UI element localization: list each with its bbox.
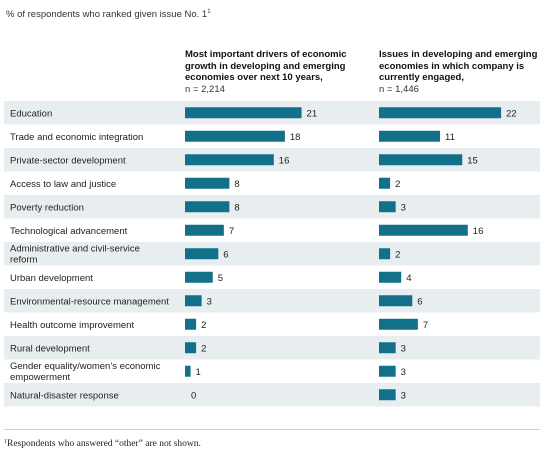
row-background — [4, 289, 540, 313]
data-label-series-1: 5 — [218, 273, 223, 284]
data-label-series-1: 2 — [201, 320, 206, 331]
bar-series-1 — [185, 154, 274, 166]
footnote-divider — [4, 429, 540, 430]
series-2-header: Issues in developing and emerging econom… — [379, 49, 545, 95]
category-label: Poverty reduction — [10, 202, 84, 213]
data-label-series-2: 16 — [473, 226, 484, 237]
series-1-title: Most important drivers of economic growt… — [185, 49, 347, 83]
data-label-series-1: 1 — [196, 367, 201, 378]
category-label: Health outcome improvement — [10, 320, 134, 331]
bar-series-2 — [379, 318, 418, 330]
category-label: Environmental-resource management — [10, 296, 169, 307]
row-background — [4, 312, 540, 336]
footnote: 1Respondents who answered “other” are no… — [4, 439, 201, 449]
data-label-series-1: 2 — [201, 343, 206, 354]
data-label-series-1: 7 — [229, 226, 234, 237]
series-1-header: Most important drivers of economic growt… — [185, 49, 355, 95]
bar-series-2 — [379, 154, 463, 166]
data-label-series-2: 2 — [395, 249, 400, 260]
bar-series-1 — [185, 248, 219, 260]
data-label-series-2: 4 — [406, 273, 411, 284]
data-label-series-1: 16 — [279, 155, 290, 166]
row-background — [4, 171, 540, 195]
data-label-series-2: 3 — [401, 390, 406, 401]
category-label: Urban development — [10, 273, 93, 284]
data-label-series-2: 3 — [401, 367, 406, 378]
bar-series-2 — [379, 177, 391, 189]
bar-series-1 — [185, 342, 197, 354]
bar-series-1 — [185, 271, 213, 283]
bar-series-2 — [379, 342, 396, 354]
bar-series-1 — [185, 201, 230, 213]
bar-series-1 — [185, 130, 285, 142]
bar-series-2 — [379, 271, 402, 283]
data-label-series-1: 18 — [290, 132, 301, 143]
row-background — [4, 265, 540, 289]
bar-series-1 — [185, 365, 191, 377]
category-label: Education — [10, 108, 52, 119]
series-2-sample-size: n = 1,446 — [379, 83, 419, 95]
row-background — [4, 242, 540, 266]
row-background — [4, 218, 540, 242]
bar-series-1 — [185, 224, 224, 236]
bar-series-1 — [185, 177, 230, 189]
data-label-series-2: 3 — [401, 202, 406, 213]
data-label-series-2: 7 — [423, 320, 428, 331]
bar-series-1 — [185, 107, 302, 119]
subtitle-footnote-marker: 1 — [207, 9, 211, 15]
bar-series-1 — [185, 318, 197, 330]
bar-series-2 — [379, 107, 502, 119]
row-background — [4, 359, 540, 383]
bar-series-2 — [379, 224, 468, 236]
bar-series-2 — [379, 248, 391, 260]
category-label: Trade and economic integration — [10, 132, 143, 143]
data-label-series-1: 8 — [234, 202, 239, 213]
row-background — [4, 195, 540, 219]
data-label-series-1: 0 — [191, 390, 196, 401]
data-label-series-1: 8 — [234, 179, 239, 190]
data-label-series-2: 22 — [506, 108, 517, 119]
data-label-series-2: 2 — [395, 179, 400, 190]
row-background — [4, 336, 540, 360]
bar-series-2 — [379, 365, 396, 377]
category-label: Rural development — [10, 343, 90, 354]
bar-series-2 — [379, 201, 396, 213]
category-label: Administrative and civil-service reform — [10, 243, 140, 265]
bar-series-2 — [379, 295, 413, 307]
bar-series-2 — [379, 389, 396, 401]
data-label-series-2: 6 — [417, 296, 422, 307]
chart-subtitle: % of respondents who ranked given issue … — [6, 9, 211, 20]
data-label-series-2: 11 — [445, 132, 455, 143]
category-label: Natural-disaster response — [10, 390, 119, 401]
data-label-series-2: 3 — [401, 343, 406, 354]
bar-series-2 — [379, 130, 441, 142]
data-label-series-2: 15 — [467, 155, 478, 166]
category-label: Technological advancement — [10, 226, 128, 237]
row-background — [4, 383, 540, 407]
data-label-series-1: 3 — [207, 296, 212, 307]
data-label-series-1: 6 — [223, 249, 228, 260]
category-label: Access to law and justice — [10, 179, 116, 190]
bar-series-1 — [185, 295, 202, 307]
data-label-series-1: 21 — [307, 108, 318, 119]
category-label: Private-sector development — [10, 155, 126, 166]
series-2-title: Issues in developing and emerging econom… — [379, 49, 538, 83]
category-label: Gender equality/women’s economic empowerm… — [10, 361, 161, 383]
series-1-sample-size: n = 2,214 — [185, 83, 225, 95]
footnote-marker: 1 — [4, 439, 7, 445]
